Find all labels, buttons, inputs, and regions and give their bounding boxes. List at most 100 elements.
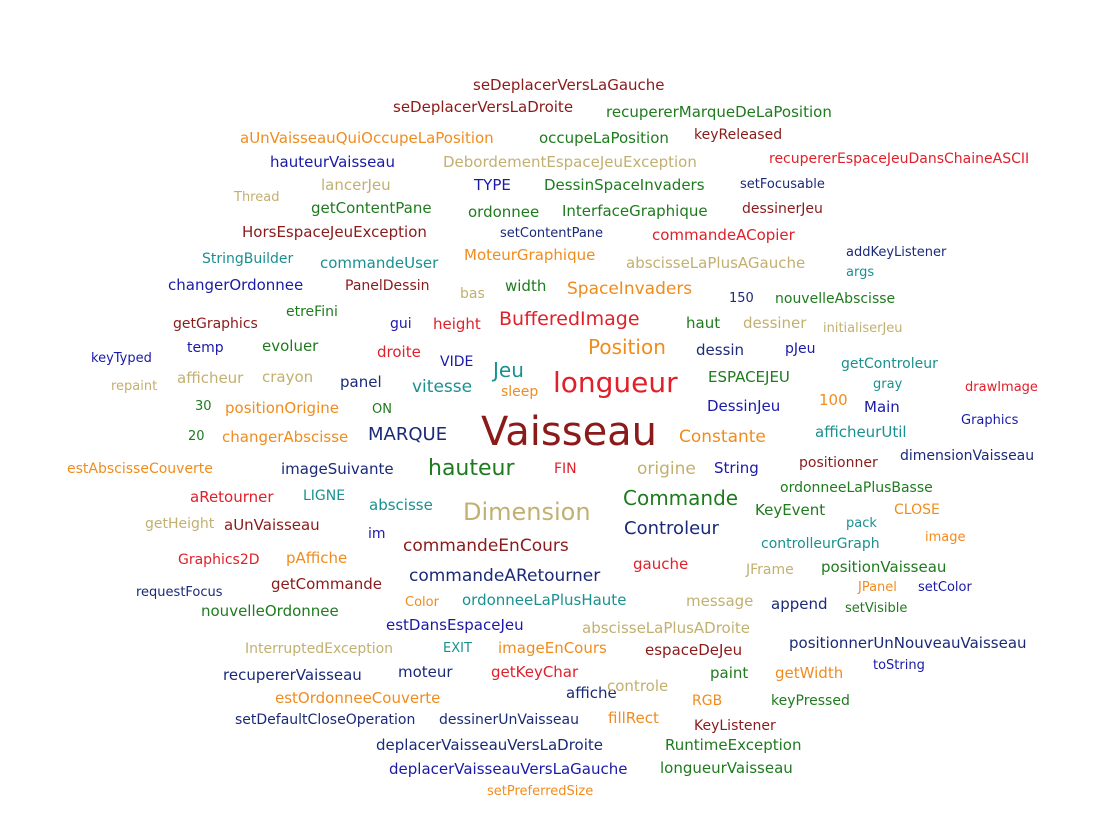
cloud-word-exit: EXIT — [443, 641, 472, 656]
cloud-word-getheight: getHeight — [145, 516, 215, 532]
cloud-word-occupelaposition: occupeLaPosition — [539, 129, 669, 147]
cloud-word-origine: origine — [637, 459, 696, 479]
cloud-word-estabscissecouverte: estAbscisseCouverte — [67, 461, 213, 477]
cloud-word-args: args — [846, 265, 875, 280]
cloud-word-setpreferredsize: setPreferredSize — [487, 784, 594, 799]
cloud-word-panel: panel — [340, 373, 382, 391]
cloud-word-stringbuilder: StringBuilder — [202, 251, 294, 267]
cloud-word-nouvelleabscisse: nouvelleAbscisse — [775, 291, 896, 307]
cloud-word-moteur: moteur — [398, 663, 453, 681]
cloud-word-haut: haut — [686, 314, 721, 332]
cloud-word-changerabscisse: changerAbscisse — [222, 428, 349, 446]
cloud-word-setdefaultcloseoperation: setDefaultCloseOperation — [235, 712, 416, 728]
cloud-word-debordementespacejeuexception: DebordementEspaceJeuException — [443, 153, 697, 171]
cloud-word-keyreleased: keyReleased — [694, 127, 783, 143]
cloud-word-longueur: longueur — [553, 366, 678, 399]
cloud-word-moteurgraphique: MoteurGraphique — [464, 246, 596, 264]
cloud-word-dessinspaceinvaders: DessinSpaceInvaders — [544, 176, 705, 194]
cloud-word-aunvaisseau: aUnVaisseau — [224, 516, 320, 534]
cloud-word-commandeacopier: commandeACopier — [652, 226, 795, 244]
cloud-word-fin: FIN — [554, 461, 577, 477]
cloud-word-getcontentpane: getContentPane — [311, 199, 432, 217]
cloud-word-string: String — [714, 459, 759, 477]
cloud-word-getwidth: getWidth — [775, 664, 844, 682]
cloud-word-pack: pack — [846, 516, 877, 531]
cloud-word-gray: gray — [873, 377, 903, 392]
cloud-word-20: 20 — [188, 429, 205, 444]
cloud-word-commandeencours: commandeEnCours — [403, 536, 569, 556]
cloud-word-on: ON — [372, 402, 392, 417]
cloud-word-commandeuser: commandeUser — [320, 254, 439, 272]
cloud-word-commande: Commande — [623, 486, 739, 510]
cloud-word-bas: bas — [460, 286, 485, 302]
cloud-word-getcontroleur: getControleur — [841, 356, 938, 372]
cloud-word-graphics: Graphics — [961, 413, 1019, 428]
cloud-word-close: CLOSE — [894, 502, 940, 518]
cloud-word-changerordonnee: changerOrdonnee — [168, 276, 304, 294]
cloud-word-horsespacejeuexception: HorsEspaceJeuException — [242, 223, 427, 241]
cloud-word-fillrect: fillRect — [608, 709, 659, 727]
cloud-word-afficheur: afficheur — [177, 369, 244, 387]
cloud-word-imagesuivante: imageSuivante — [281, 460, 394, 478]
cloud-word-estordonneecouverte: estOrdonneeCouverte — [275, 689, 441, 707]
cloud-word-runtimeexception: RuntimeException — [665, 736, 802, 754]
cloud-word-hauteurvaisseau: hauteurVaisseau — [270, 153, 396, 171]
cloud-word-jframe: JFrame — [746, 562, 794, 578]
cloud-word-ligne: LIGNE — [303, 488, 346, 504]
cloud-word-deplacervaisseauverslagauche: deplacerVaisseauVersLaGauche — [389, 760, 628, 778]
cloud-word-constante: Constante — [679, 427, 766, 447]
cloud-word-rgb: RGB — [692, 693, 723, 709]
cloud-word-keylistener: KeyListener — [694, 718, 776, 734]
cloud-word-ordonnee: ordonnee — [468, 203, 540, 221]
cloud-word-vaisseau: Vaisseau — [481, 409, 658, 455]
cloud-word-im: im — [368, 526, 386, 542]
cloud-word-espacejeu: ESPACEJEU — [708, 368, 790, 386]
cloud-word-dimension: Dimension — [463, 498, 591, 526]
cloud-word-evoluer: evoluer — [262, 337, 319, 355]
cloud-word-height: height — [433, 315, 481, 333]
cloud-word-crayon: crayon — [262, 368, 314, 386]
cloud-word-controleur: Controleur — [624, 518, 719, 539]
cloud-word-drawimage: drawImage — [965, 380, 1038, 395]
cloud-word-requestfocus: requestFocus — [136, 585, 223, 600]
cloud-word-deplacervaisseauversladroite: deplacerVaisseauVersLaDroite — [376, 736, 603, 754]
cloud-word-100: 100 — [819, 391, 848, 409]
cloud-word-recuperervaisseau: recupererVaisseau — [223, 666, 362, 684]
cloud-word-paint: paint — [710, 664, 749, 682]
cloud-word-repaint: repaint — [111, 379, 158, 394]
cloud-word-jpanel: JPanel — [858, 580, 897, 595]
cloud-word-getgraphics: getGraphics — [173, 316, 258, 332]
cloud-word-dessinerunvaisseau: dessinerUnVaisseau — [439, 712, 579, 728]
cloud-word-dessiner: dessiner — [743, 314, 807, 332]
cloud-word-positionnerunnouveauvaisseau: positionnerUnNouveauVaisseau — [789, 634, 1027, 652]
cloud-word-setvisible: setVisible — [845, 601, 908, 616]
cloud-word-vide: VIDE — [440, 354, 474, 370]
cloud-word-setfocusable: setFocusable — [740, 177, 825, 192]
cloud-word-aretourner: aRetourner — [190, 488, 274, 506]
cloud-word-position: Position — [588, 335, 666, 359]
cloud-word-nouvelleordonnee: nouvelleOrdonnee — [201, 602, 339, 620]
cloud-word-positionorigine: positionOrigine — [225, 399, 339, 417]
cloud-word-longueurvaisseau: longueurVaisseau — [660, 759, 793, 777]
cloud-word-getcommande: getCommande — [271, 575, 382, 593]
cloud-word-marque: MARQUE — [368, 424, 448, 445]
cloud-word-setcontentpane: setContentPane — [500, 226, 604, 241]
cloud-word-paffiche: pAffiche — [286, 549, 348, 567]
cloud-word-positionvaisseau: positionVaisseau — [821, 558, 947, 576]
cloud-word-affiche: affiche — [566, 684, 617, 702]
cloud-word-graphics2d: Graphics2D — [178, 552, 260, 568]
cloud-word-dessinerjeu: dessinerJeu — [742, 201, 823, 217]
cloud-word-etrefini: etreFini — [286, 304, 338, 320]
cloud-word-controlleurgraph: controlleurGraph — [761, 536, 880, 552]
cloud-word-abscisselaplusadroite: abscisseLaPlusADroite — [582, 619, 750, 637]
cloud-word-setcolor: setColor — [918, 580, 972, 595]
cloud-word-initialiserjeu: initialiserJeu — [823, 321, 903, 336]
cloud-word-sedeplacerverslagauche: seDeplacerVersLaGauche — [473, 76, 665, 94]
cloud-word-append: append — [771, 595, 828, 613]
cloud-word-30: 30 — [195, 399, 212, 414]
cloud-word-recupererespacejeudanschaineascii: recupererEspaceJeuDansChaineASCII — [769, 151, 1030, 167]
cloud-word-lancerjeu: lancerJeu — [321, 176, 391, 194]
cloud-word-sedeplacerversladroite: seDeplacerVersLaDroite — [393, 98, 574, 116]
cloud-word-aunvaisseauquioccupelaposition: aUnVaisseauQuiOccupeLaPosition — [240, 129, 494, 147]
